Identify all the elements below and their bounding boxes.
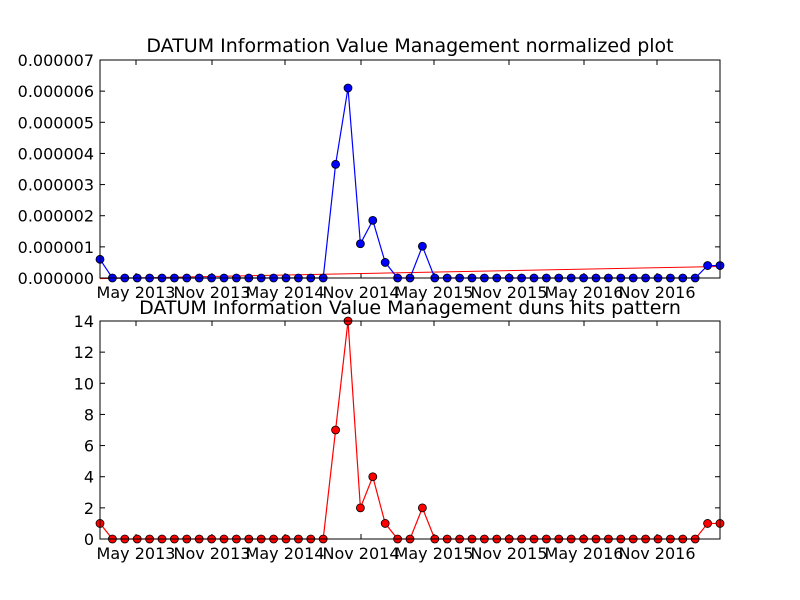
y-tick-label: 0.000005 (18, 113, 94, 132)
y-tick-label: 0.000007 (18, 51, 94, 70)
x-tick-label: Nov 2015 (470, 544, 547, 563)
y-tick-label: 0.000001 (18, 238, 94, 257)
y-tick-label: 14 (74, 312, 94, 331)
data-point (355, 503, 365, 513)
tick-layer: 0.000000 0.000001 0.000002 0.000003 0.000004… (18, 51, 720, 302)
duns-hits-pattern-chart: DATUM Information Value Management duns … (74, 297, 725, 563)
data-point (343, 83, 353, 93)
x-tick-label: May 2013 (97, 283, 176, 302)
plot-frame (99, 320, 721, 540)
x-tick-label: May 2013 (97, 544, 176, 563)
x-tick-label: Nov 2013 (173, 544, 250, 563)
data-point (380, 258, 390, 267)
y-tick-label: 0 (84, 530, 94, 549)
x-tick-label: Nov 2014 (322, 283, 399, 302)
y-tick-label: 2 (84, 499, 94, 518)
data-point (331, 425, 341, 435)
x-tick-label: May 2015 (395, 544, 474, 563)
x-tick-label: Nov 2016 (618, 283, 695, 302)
x-tick-label: Nov 2015 (470, 283, 547, 302)
x-tick-label: May 2014 (246, 544, 325, 563)
data-point (331, 159, 341, 169)
y-tick-label: 10 (74, 374, 94, 393)
x-tick-label: Nov 2014 (322, 544, 399, 563)
y-tick-label: 12 (74, 343, 94, 362)
x-tick-label: Nov 2013 (173, 283, 250, 302)
data-point (355, 239, 365, 249)
data-point (703, 519, 712, 528)
x-tick-label: May 2016 (545, 283, 624, 302)
y-tick-label: 0.000000 (18, 269, 94, 288)
data-point (703, 261, 712, 270)
chart-title: DATUM Information Value Management norma… (146, 35, 673, 57)
data-point (368, 472, 378, 482)
y-tick-label: 0.000006 (18, 82, 94, 101)
chart-title: DATUM Information Value Management duns … (139, 297, 681, 319)
data-point (417, 241, 427, 251)
y-tick-label: 4 (84, 468, 94, 487)
y-tick-label: 0.000002 (18, 207, 94, 226)
data-point (380, 519, 390, 528)
x-tick-label: Nov 2016 (618, 544, 695, 563)
x-tick-label: May 2016 (545, 544, 624, 563)
data-point (368, 215, 378, 225)
data-point (417, 503, 427, 513)
y-tick-label: 6 (84, 437, 94, 456)
y-tick-label: 8 (84, 405, 94, 424)
x-tick-label: May 2015 (395, 283, 474, 302)
y-tick-label: 0.000004 (18, 144, 94, 163)
y-tick-label: 0.000003 (18, 176, 94, 195)
normalized-plot-chart: DATUM Information Value Management norma… (18, 35, 725, 302)
plot-frame (99, 59, 721, 279)
x-tick-label: May 2014 (246, 283, 325, 302)
